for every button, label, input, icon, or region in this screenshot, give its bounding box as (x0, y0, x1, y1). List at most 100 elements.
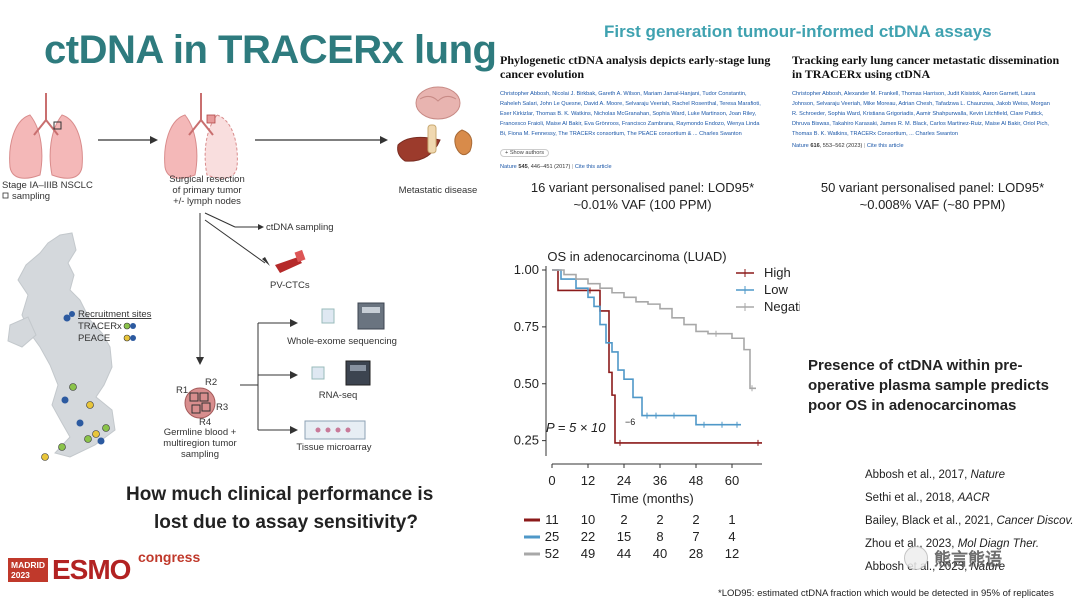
y-tick-label: 1.00 (514, 262, 539, 277)
x-axis-label: Time (months) (610, 491, 693, 506)
panel-lod: ~0.01% VAF (100 PPM) (573, 197, 712, 212)
author-line[interactable]: Raheleh Salari, John Le Quesne, David A.… (500, 101, 761, 107)
logo-city: MADRID (11, 560, 45, 570)
author-line[interactable]: Francesco Fraioli, Maise Al Bakir, Eva G… (500, 121, 760, 127)
risk-table-cell: 12 (725, 546, 739, 561)
show-authors-button[interactable]: + Show authors (500, 149, 550, 157)
author-line[interactable]: Christopher Abbosh, Alexander M. Frankel… (792, 91, 1036, 97)
journal-pages: , 553–562 (2023) (819, 143, 863, 149)
chart-title: OS in adenocarcinoma (LUAD) (547, 249, 726, 264)
tumour-regions-icon (184, 387, 216, 419)
paper-citation-2023: Tracking early lung cancer metastatic di… (792, 53, 1072, 149)
watermark-text: 熊言熊语 (934, 550, 1002, 569)
km-curve-negative (552, 269, 756, 390)
sampling-box-icon (2, 192, 9, 199)
footnote: *LOD95: estimated ctDNA fraction which w… (718, 588, 1054, 599)
author-line[interactable]: Christopher Abbosh, Nicolai J. Birkbak, … (500, 91, 747, 97)
germline-label-line: Germline blood + (164, 427, 237, 438)
ctdna-sampling-label: ctDNA sampling (266, 222, 334, 233)
rnaseq-label: RNA-seq (319, 390, 358, 401)
sampling-label: sampling (12, 191, 50, 202)
bone-icon (427, 124, 437, 154)
paper-citation-2017: Phylogenetic ctDNA analysis depicts earl… (500, 53, 785, 170)
risk-table-cell: 2 (656, 512, 663, 527)
cite-link[interactable]: Cite this article (866, 143, 904, 149)
region-label: R3 (216, 402, 228, 413)
author-line[interactable]: Thomas B. K. Watkins, TRACERx Consortium… (792, 131, 959, 137)
cite-link[interactable]: Cite this article (574, 164, 612, 170)
logo-year: 2023 (11, 570, 30, 580)
risk-table-cell: 8 (656, 529, 663, 544)
reference-item: Abbosh et al., 2017, Nature (865, 469, 1006, 481)
question-line: lost due to assay sensitivity? (154, 512, 418, 533)
risk-table-cell: 25 (545, 529, 559, 544)
legend-label: Low (764, 282, 788, 297)
journal-reference: Nature 616, 553–562 (2023) | Cite this a… (792, 143, 904, 149)
peace-legend-label: PEACE (78, 333, 110, 344)
stage-label: Stage IA–IIIB NSCLC (2, 180, 93, 191)
presence-line: poor OS in adenocarcinomas (808, 397, 1017, 414)
y-tick-label: 0.50 (514, 376, 539, 391)
x-tick-label: 24 (617, 473, 631, 488)
logo-suffix: congress (138, 549, 201, 565)
presence-line: Presence of ctDNA within pre- (808, 357, 1023, 374)
author-line[interactable]: R. Schroeder, Sophia Ward, Kristiana Gri… (792, 111, 1044, 117)
recruitment-site-markers (41, 314, 110, 461)
germline-label-line: sampling (181, 449, 219, 460)
author-line[interactable]: Bi, Fiona M. Fennessy, The TRACERx conso… (500, 131, 742, 137)
wes-label: Whole-exome sequencing (287, 336, 397, 347)
journal-volume: 616 (810, 143, 820, 149)
x-tick-label: 36 (653, 473, 667, 488)
risk-table-cell: 40 (653, 546, 667, 561)
panel-size: 50 variant personalised panel: LOD95* (820, 180, 1045, 195)
region-label: R4 (199, 417, 211, 428)
slide-title: ctDNA in TRACERx lung (44, 28, 497, 72)
p-value-annotation: P = 5 × 10 (546, 420, 606, 435)
blood-tube-icon (275, 249, 306, 273)
author-line[interactable]: Dhruva Biswas, Takahiro Karasaki, James … (792, 121, 1049, 127)
microarray-icon (304, 420, 366, 440)
journal-name[interactable]: Nature (500, 164, 517, 170)
metastatic-label: Metastatic disease (399, 185, 478, 196)
esmo-congress-logo: MADRID 2023 ESMO congress (8, 549, 208, 600)
legend-label: Negative (764, 299, 800, 314)
author-line[interactable]: Johnson, Selvaraju Veeriah, Mike Moreau,… (792, 101, 1050, 107)
y-tick-label: 0.75 (514, 319, 539, 334)
risk-table-cell: 44 (617, 546, 631, 561)
flow-line (204, 219, 266, 264)
risk-table-cell: 10 (581, 512, 595, 527)
km-survival-chart: OS in adenocarcinoma (LUAD) 1.00 0.75 0.50 0… (514, 249, 800, 561)
author-line[interactable]: Eser Kirkizlar, Thomas B. K. Watkins, Ni… (500, 111, 757, 117)
region-label: R1 (176, 385, 188, 396)
risk-table-cell: 28 (689, 546, 703, 561)
y-tick-label: 0.25 (514, 433, 539, 448)
logo-brand: ESMO (52, 554, 131, 585)
tracerx-workflow-diagram: Stage IA–IIIB NSCLC sampling Surgical re… (2, 86, 478, 461)
uk-map (7, 232, 116, 458)
x-tick-label: 60 (725, 473, 739, 488)
presence-line: operative plasma sample predicts (808, 377, 1049, 394)
x-tick-label: 0 (548, 473, 555, 488)
risk-table-cell: 7 (692, 529, 699, 544)
journal-volume: 545 (518, 164, 528, 170)
surgery-label-line: +/- lymph nodes (173, 196, 241, 207)
reference-item: Zhou et al., 2023, Mol Diagn Ther. (865, 538, 1040, 550)
flow-line (204, 212, 236, 228)
kidney-icon (454, 129, 473, 156)
km-curve-high (552, 269, 762, 444)
section-subtitle: First generation tumour-informed ctDNA a… (604, 22, 992, 41)
surgery-label-line: of primary tumor (172, 185, 241, 196)
lungs-icon (9, 93, 83, 179)
journal-reference: Nature 545, 446–451 (2017) | Cite this a… (500, 164, 612, 170)
risk-table-cell: 22 (581, 529, 595, 544)
journal-pages: , 446–451 (2017) (527, 164, 571, 170)
x-tick-label: 48 (689, 473, 703, 488)
wechat-watermark: 熊言熊语 (904, 545, 1002, 570)
km-curve-low (552, 269, 741, 426)
journal-name[interactable]: Nature (792, 143, 809, 149)
legend-label: High (764, 265, 791, 280)
sequencer-icon (321, 302, 385, 330)
risk-table-cell: 4 (728, 529, 735, 544)
resected-lungs-icon (164, 93, 238, 179)
question-line: How much clinical performance is (126, 484, 434, 505)
